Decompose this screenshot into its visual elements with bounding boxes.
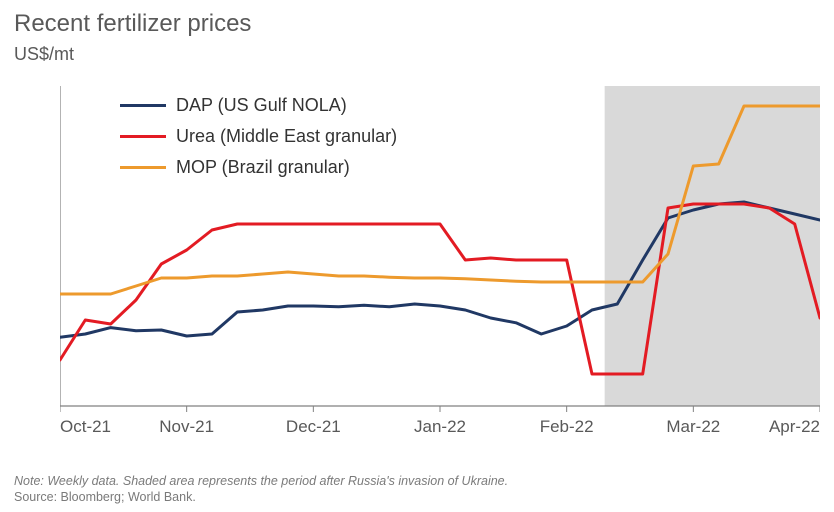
y-axis-label: US$/mt	[14, 44, 74, 65]
legend-swatch	[120, 104, 166, 107]
svg-text:Nov-21: Nov-21	[159, 417, 214, 436]
legend-swatch	[120, 166, 166, 169]
legend-item-mop: MOP (Brazil granular)	[120, 157, 397, 178]
legend-label: MOP (Brazil granular)	[176, 157, 350, 178]
svg-text:Mar-22: Mar-22	[666, 417, 720, 436]
chart-note: Note: Weekly data. Shaded area represent…	[14, 474, 508, 488]
chart-source: Source: Bloomberg; World Bank.	[14, 490, 196, 504]
legend-item-dap: DAP (US Gulf NOLA)	[120, 95, 397, 116]
svg-text:Apr-22: Apr-22	[769, 417, 820, 436]
legend-label: DAP (US Gulf NOLA)	[176, 95, 347, 116]
chart-legend: DAP (US Gulf NOLA) Urea (Middle East gra…	[120, 95, 397, 188]
svg-text:Feb-22: Feb-22	[540, 417, 594, 436]
svg-text:Oct-21: Oct-21	[60, 417, 111, 436]
legend-item-urea: Urea (Middle East granular)	[120, 126, 397, 147]
legend-label: Urea (Middle East granular)	[176, 126, 397, 147]
legend-swatch	[120, 135, 166, 138]
svg-text:Jan-22: Jan-22	[414, 417, 466, 436]
svg-text:Dec-21: Dec-21	[286, 417, 341, 436]
chart-title: Recent fertilizer prices	[14, 10, 251, 38]
